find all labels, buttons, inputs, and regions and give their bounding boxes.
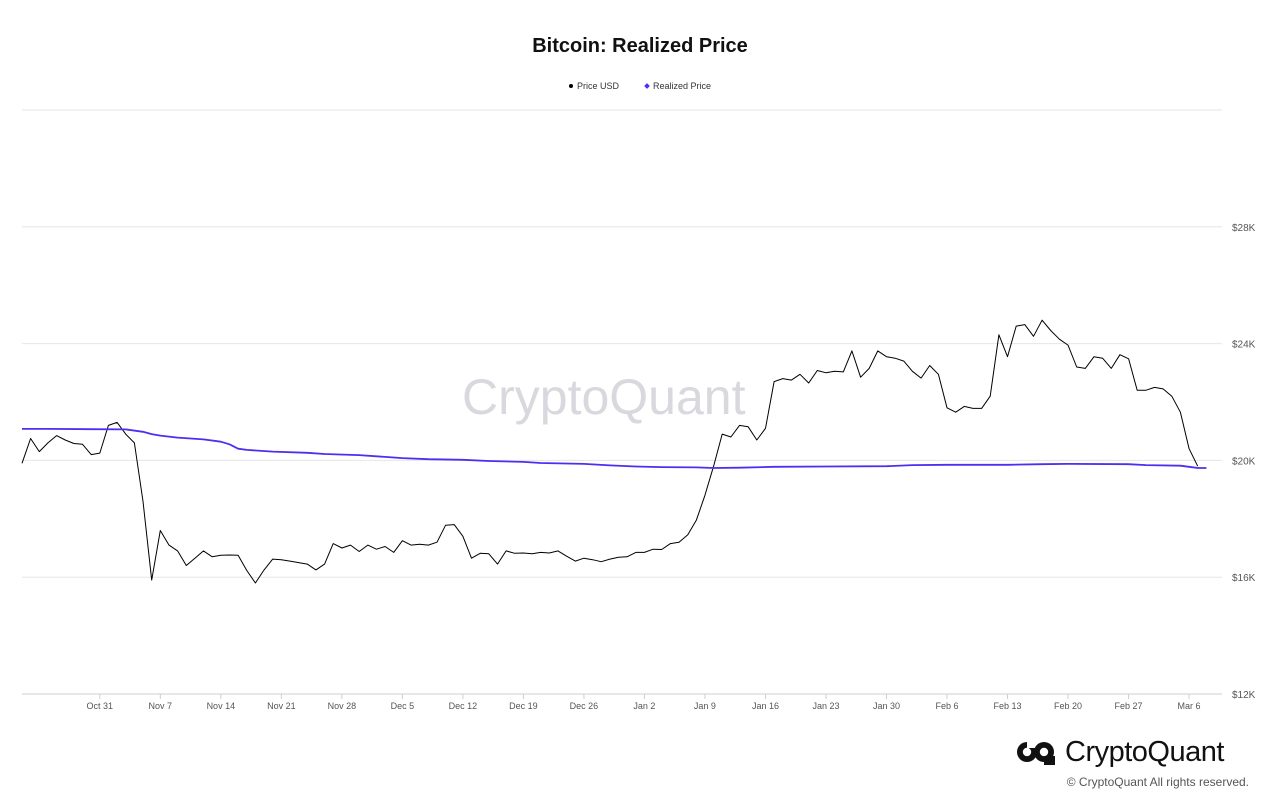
chart-grid xyxy=(22,109,1222,695)
y-tick-label: $16K xyxy=(1232,573,1256,584)
watermark: CryptoQuant xyxy=(462,369,746,425)
x-tick-label: Feb 20 xyxy=(1054,701,1082,711)
x-tick-label: Jan 23 xyxy=(812,701,839,711)
legend-item-price-usd[interactable]: Price USD xyxy=(568,81,619,91)
legend-label-price-usd: Price USD xyxy=(576,81,619,91)
legend-marker-price-usd xyxy=(568,84,573,88)
chart-title: Bitcoin: Realized Price xyxy=(532,35,748,57)
y-tick-label: $12K xyxy=(1232,690,1256,701)
x-tick-label: Dec 26 xyxy=(570,701,599,711)
legend-label-realized-price: Realized Price xyxy=(652,81,712,91)
x-tick-label: Nov 14 xyxy=(207,701,236,711)
series-line-realized-price xyxy=(22,428,1207,469)
x-tick-label: Dec 12 xyxy=(449,701,478,711)
x-axis: Oct 31 Nov 7 Nov 14 Nov 21 Nov 28 Dec 5 Dec 12… xyxy=(87,694,1201,711)
x-tick-label: Jan 9 xyxy=(694,701,716,711)
x-tick-label: Jan 2 xyxy=(633,701,655,711)
legend-item-realized-price[interactable]: Realized Price xyxy=(644,81,712,91)
brand-logo: CryptoQuant xyxy=(1017,736,1224,769)
y-tick-label: $28K xyxy=(1232,223,1256,234)
x-tick-label: Dec 19 xyxy=(509,701,538,711)
x-tick-label: Mar 6 xyxy=(1178,701,1201,711)
brand-name: CryptoQuant xyxy=(1065,736,1224,768)
series-line-price-usd xyxy=(21,319,1199,584)
x-tick-label: Nov 21 xyxy=(267,701,296,711)
chart-lines xyxy=(21,319,1207,584)
chart-legend: Price USD Realized Price xyxy=(0,81,1280,91)
y-axis: $12K $16K $20K $24K $28K xyxy=(1232,223,1256,701)
x-tick-label: Jan 16 xyxy=(752,701,779,711)
y-tick-label: $24K xyxy=(1232,340,1256,351)
x-tick-label: Nov 7 xyxy=(149,701,173,711)
x-tick-label: Feb 6 xyxy=(935,701,958,711)
cryptoquant-logo-icon xyxy=(1017,741,1055,765)
x-tick-label: Nov 28 xyxy=(328,701,357,711)
copyright-text: © CryptoQuant All rights reserved. xyxy=(1066,775,1249,789)
x-tick-label: Oct 31 xyxy=(87,701,114,711)
x-tick-label: Jan 30 xyxy=(873,701,900,711)
x-tick-label: Feb 13 xyxy=(994,701,1022,711)
x-tick-label: Dec 5 xyxy=(391,701,415,711)
y-tick-label: $20K xyxy=(1232,456,1256,467)
x-tick-label: Feb 27 xyxy=(1115,701,1143,711)
